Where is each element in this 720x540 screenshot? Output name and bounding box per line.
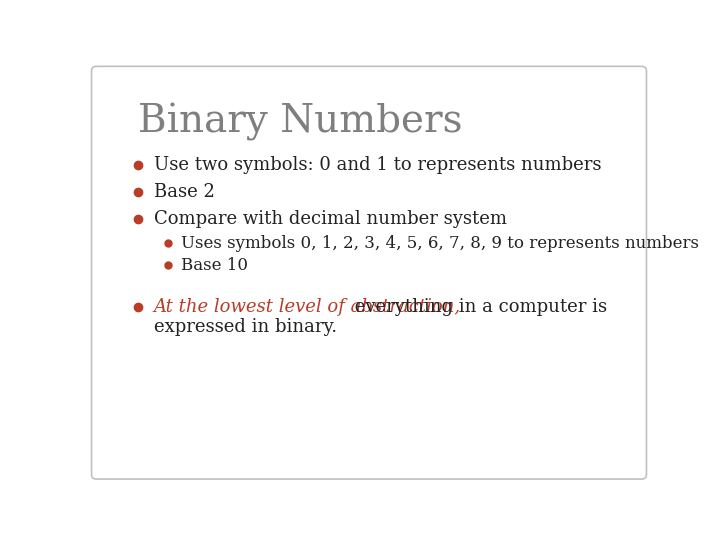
- Text: expressed in binary.: expressed in binary.: [153, 318, 337, 335]
- Text: Binary Numbers: Binary Numbers: [138, 103, 462, 141]
- Text: everything in a computer is: everything in a computer is: [349, 298, 607, 316]
- FancyBboxPatch shape: [91, 66, 647, 479]
- Text: Uses symbols 0, 1, 2, 3, 4, 5, 6, 7, 8, 9 to represents numbers: Uses symbols 0, 1, 2, 3, 4, 5, 6, 7, 8, …: [181, 235, 699, 252]
- Text: Base 10: Base 10: [181, 256, 248, 273]
- Text: Use two symbols: 0 and 1 to represents numbers: Use two symbols: 0 and 1 to represents n…: [153, 156, 601, 174]
- Text: Base 2: Base 2: [153, 183, 215, 201]
- Text: At the lowest level of abstraction,: At the lowest level of abstraction,: [153, 298, 461, 316]
- Text: Compare with decimal number system: Compare with decimal number system: [153, 210, 507, 228]
